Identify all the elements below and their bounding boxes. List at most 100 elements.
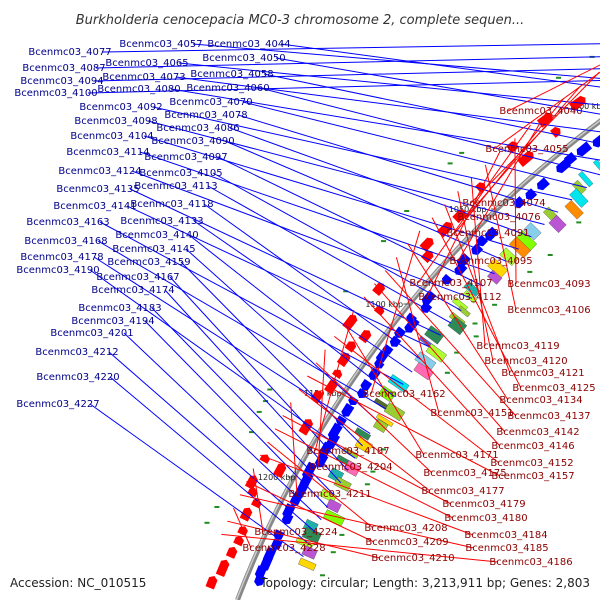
- forward-gene-arrow: [357, 388, 368, 398]
- reverse-gene-label: Bcenmc03_4093: [507, 279, 590, 290]
- forward-leader-line: [101, 43, 600, 53]
- forward-gene-arrow: [254, 573, 266, 587]
- kbp-tick-label: 1000 kbp: [569, 102, 600, 111]
- forward-leader-line: [152, 106, 573, 201]
- cog-feature-block: [375, 413, 394, 427]
- reverse-gene-arrow: [324, 380, 338, 395]
- rna-gene-mark: [547, 254, 553, 256]
- forward-gene-label: Bcenmc03_4140: [115, 230, 198, 241]
- reverse-gene-label: Bcenmc03_4119: [476, 341, 559, 352]
- rna-gene-mark: [339, 533, 345, 536]
- forward-leader-line: [192, 43, 600, 79]
- forward-gene-label: Bcenmc03_4050: [202, 53, 285, 64]
- forward-leader-line: [259, 87, 600, 176]
- forward-leader-line: [89, 269, 356, 459]
- reverse-leader-line: [267, 441, 374, 529]
- cog-feature-block: [463, 280, 481, 297]
- accession-text: Accession: NC_010515: [10, 576, 146, 590]
- cog-feature-block: [564, 200, 584, 220]
- rna-gene-mark: [214, 506, 220, 508]
- reverse-leader-line: [484, 164, 517, 311]
- rna-gene-mark: [454, 351, 460, 354]
- reverse-leader-line: [470, 177, 486, 347]
- forward-gene-arrow: [404, 316, 420, 333]
- reverse-leader-line: [395, 257, 440, 414]
- reverse-leader-line: [274, 428, 454, 519]
- forward-leader-line: [237, 114, 559, 213]
- forward-gene-label: Bcenmc03_4227: [16, 399, 99, 410]
- forward-leader-line: [93, 68, 600, 82]
- forward-leader-line: [109, 376, 310, 545]
- forward-gene-arrow: [318, 441, 333, 458]
- rna-gene-mark: [473, 335, 479, 338]
- forward-gene-arrow: [335, 415, 347, 426]
- forward-gene-label: Bcenmc03_4105: [139, 168, 222, 179]
- forward-leader-line: [185, 248, 379, 422]
- reverse-gene-label: Bcenmc03_4107: [409, 278, 492, 289]
- reverse-leader-line: [407, 243, 509, 401]
- reverse-leader-line: [384, 270, 517, 417]
- forward-leader-line: [203, 203, 422, 361]
- forward-gene-label: Bcenmc03_4220: [36, 372, 119, 383]
- reverse-leader-line: [417, 124, 531, 284]
- reverse-leader-line: [227, 520, 381, 559]
- forward-gene-label: Bcenmc03_4124: [58, 166, 141, 177]
- reverse-gene-label: Bcenmc03_4091: [446, 228, 529, 239]
- forward-gene-label: Bcenmc03_4159: [107, 257, 190, 268]
- forward-leader-line: [139, 151, 495, 275]
- reverse-gene-arrow: [233, 536, 244, 547]
- cog-feature-block: [383, 402, 406, 422]
- reverse-leader-line: [431, 217, 522, 389]
- forward-gene-arrow: [341, 402, 355, 417]
- forward-gene-label: Bcenmc03_4135: [56, 184, 139, 195]
- forward-gene-arrow: [420, 301, 433, 313]
- reverse-gene-label: Bcenmc03_4125: [512, 383, 595, 394]
- cog-feature-block: [301, 526, 322, 544]
- forward-gene-arrow: [441, 273, 453, 285]
- reverse-leader-line: [363, 296, 501, 447]
- forward-gene-arrow: [592, 134, 600, 148]
- label-leader-lines: [87, 43, 600, 563]
- reverse-gene-label: Bcenmc03_4142: [496, 427, 579, 438]
- forward-gene-label: Bcenmc03_4086: [156, 123, 239, 134]
- forward-gene-label: Bcenmc03_4098: [74, 116, 157, 127]
- reverse-leader-line: [282, 415, 452, 505]
- forward-leader-line: [263, 73, 600, 145]
- reverse-leader-line: [317, 349, 326, 468]
- forward-leader-line: [275, 57, 600, 115]
- forward-gene-label: Bcenmc03_4080: [97, 84, 180, 95]
- rna-gene-mark: [364, 483, 370, 486]
- reverse-gene-label: Bcenmc03_4224: [254, 527, 337, 538]
- forward-gene-label: Bcenmc03_4077: [28, 47, 111, 58]
- gene-labels: Bcenmc03_4077Bcenmc03_4087Bcenmc03_4094B…: [14, 39, 595, 568]
- rna-gene-mark: [249, 431, 254, 434]
- forward-gene-arrow: [484, 226, 499, 241]
- reverse-gene-arrow: [358, 330, 372, 344]
- reverse-gene-label: Bcenmc03_4146: [491, 441, 574, 452]
- rna-gene-mark: [404, 210, 410, 212]
- forward-gene-arrow: [454, 262, 468, 276]
- forward-gene-arrow: [421, 289, 437, 306]
- map-title: Burkholderia cenocepacia MC0-3 chromosom…: [76, 13, 524, 28]
- reverse-leader-line: [343, 322, 425, 456]
- topology-text: Topology: circular; Length: 3,213,911 bp…: [259, 576, 590, 590]
- cog-feature-block: [593, 159, 600, 174]
- reverse-gene-arrow: [569, 95, 586, 112]
- reverse-gene-label: Bcenmc03_4209: [365, 537, 448, 548]
- cog-feature-block: [569, 188, 589, 208]
- forward-leader-line: [93, 256, 371, 435]
- reverse-leader-line: [444, 204, 511, 374]
- reverse-gene-arrow: [259, 454, 270, 464]
- reverse-gene-label: Bcenmc03_4177: [421, 486, 504, 497]
- forward-gene-label: Bcenmc03_4090: [151, 136, 234, 147]
- forward-gene-label: Bcenmc03_4058: [190, 69, 273, 80]
- forward-gene-arrow: [360, 378, 373, 391]
- cog-feature-block: [457, 305, 471, 318]
- reverse-gene-arrow: [247, 488, 258, 498]
- reverse-gene-label: Bcenmc03_4095: [449, 256, 532, 267]
- reverse-gene-arrow: [215, 559, 230, 578]
- forward-leader-line: [97, 240, 387, 410]
- forward-leader-line: [280, 43, 600, 88]
- reverse-gene-arrow: [419, 237, 434, 252]
- forward-gene-label: Bcenmc03_4145: [112, 244, 195, 255]
